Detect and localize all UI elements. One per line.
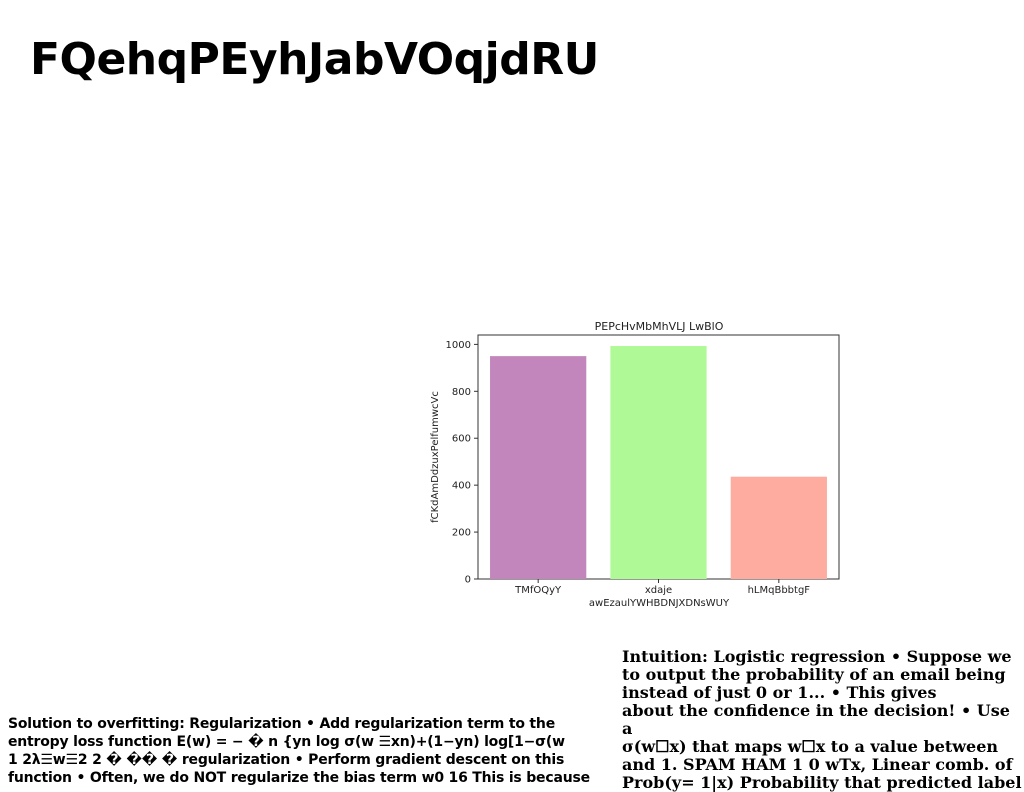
page-title: FQehqPEyhJabVOqjdRU — [30, 34, 599, 85]
y-tick-label: 800 — [452, 387, 471, 398]
bar-TMfOQyY — [490, 356, 587, 579]
chart-title: PEPcHvMbMhVLJ LwBlO — [595, 320, 724, 333]
x-tick-label: hLMqBbbtgF — [748, 585, 811, 596]
x-axis: TMfOQyY xdaje hLMqBbbtgF — [514, 579, 810, 596]
x-tick-label: TMfOQyY — [514, 585, 562, 596]
y-axis: 0 200 400 600 800 1000 — [446, 340, 478, 586]
regularization-slide-text: Solution to overfitting: Regularization … — [8, 716, 590, 786]
x-tick-label: xdaje — [645, 585, 672, 596]
bar-xdaje — [610, 346, 707, 579]
bar-hLMqBbbtgF — [730, 476, 827, 579]
x-axis-label: awEzaulYWHBDNJXDNsWUY — [589, 598, 730, 609]
logistic-regression-slide-text: Intuition: Logistic regression • Suppose… — [622, 648, 1022, 792]
y-tick-label: 1000 — [446, 340, 471, 351]
y-tick-label: 600 — [452, 434, 471, 445]
plot-area: 0 200 400 600 800 1000 TMfOQyY xdaje hLMqBbbtgF — [446, 334, 840, 596]
y-tick-label: 0 — [465, 575, 471, 586]
y-axis-label: fCKdAmDdzuxPelfumwcVc — [430, 391, 441, 523]
bars-group — [490, 346, 827, 579]
y-tick-label: 200 — [452, 528, 471, 539]
y-tick-label: 400 — [452, 481, 471, 492]
